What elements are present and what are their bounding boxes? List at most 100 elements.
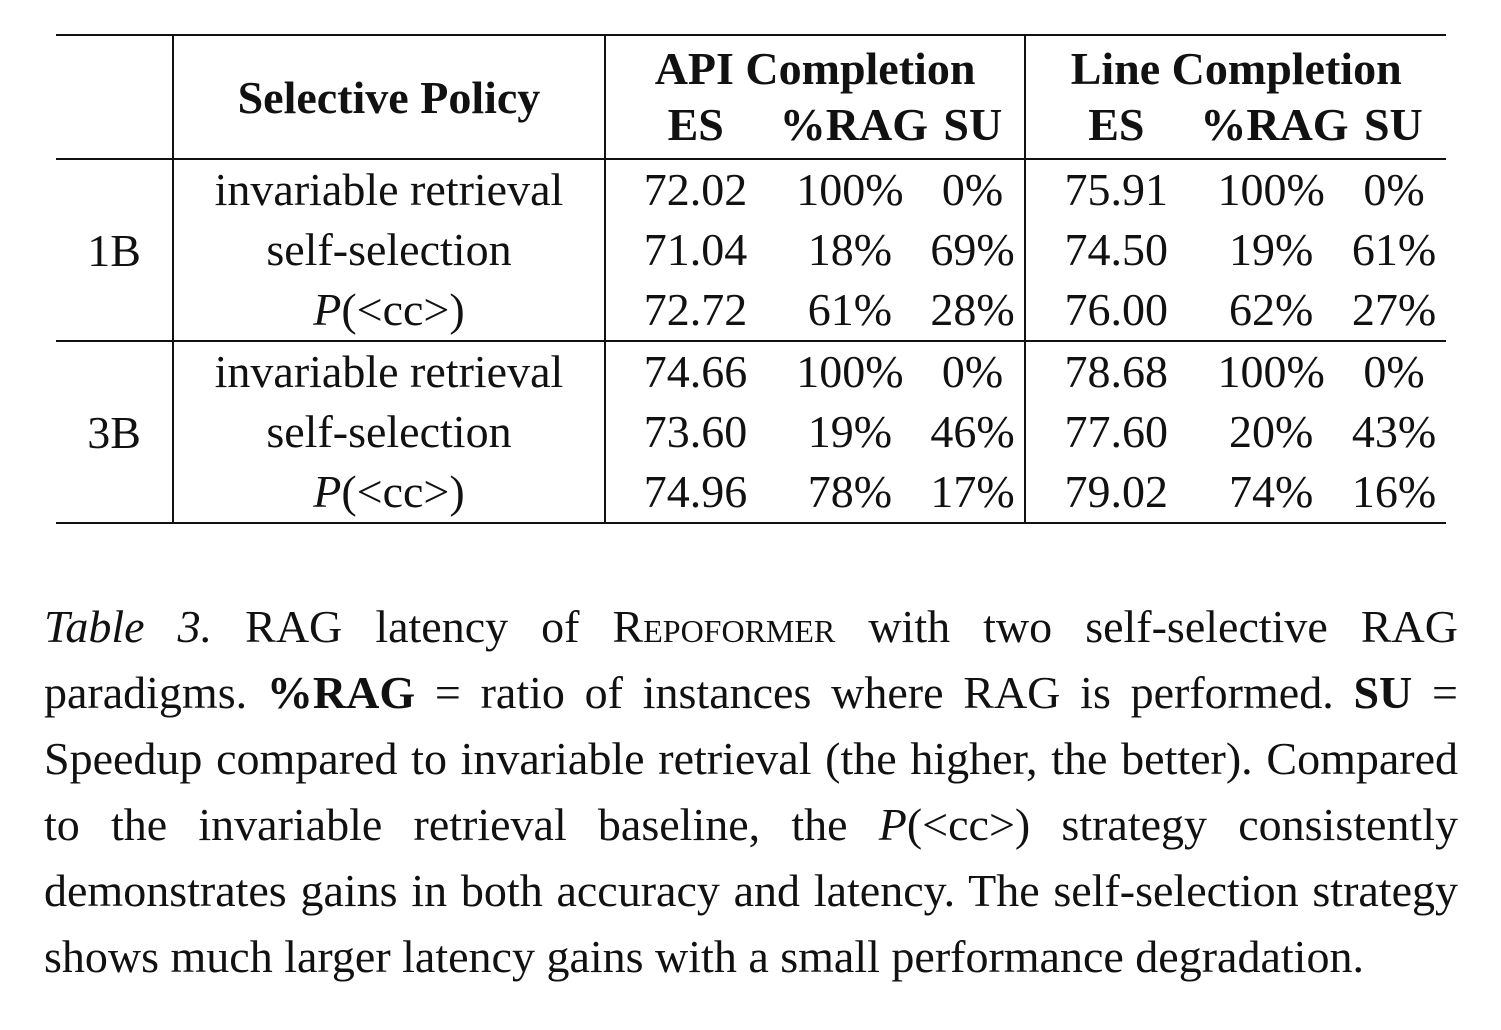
group-title-line: Line Completion (1070, 43, 1402, 94)
table-row: self-selection 73.60 19% 46% 77.60 20% 43% (56, 402, 1446, 462)
line-values: 78.68 100% 0% (1026, 342, 1446, 402)
policy-cell: self-selection (173, 402, 606, 462)
rag-ratio-value: 62% (1228, 284, 1314, 335)
es-value: 71.04 (643, 224, 748, 275)
line-values-cell: 75.91 100% 0% (1025, 158, 1446, 220)
speedup-value: 0% (1363, 346, 1425, 397)
api-values: 71.04 18% 69% (606, 220, 1025, 280)
speedup-value: 17% (930, 466, 1015, 517)
api-values-cell: 74.66 100% 0% (604, 340, 1027, 402)
metrics-header-line: ES %RAG SU (1026, 97, 1446, 157)
line-values-cell: 76.00 62% 27% (1025, 280, 1446, 341)
caption-model-name: Repoformer (612, 601, 836, 652)
policy-cell: P(<cc>) (173, 462, 606, 524)
caption-text: = ratio of instances where RAG is perfor… (415, 667, 1354, 718)
api-values-cell: 72.02 100% 0% (604, 158, 1027, 220)
caption-text: with two self-selective RAG paradigms. (44, 601, 1459, 718)
policy-arg: (<cc>) (341, 466, 465, 517)
header-size-cell (56, 34, 175, 159)
es-value: 73.60 (643, 406, 748, 457)
results-table: Selective Policy API Completion ES %RAG … (56, 34, 1446, 524)
rag-ratio-value: 74% (1228, 466, 1314, 517)
rag-ratio-value: 20% (1228, 406, 1314, 457)
policy-symbol-p: P (313, 466, 342, 517)
metric-su-header: SU (1363, 99, 1423, 150)
es-value: 72.72 (643, 284, 748, 335)
speedup-value: 0% (941, 346, 1004, 397)
table-row: self-selection 71.04 18% 69% 74.50 19% 61% (56, 220, 1446, 280)
line-values-cell: 74.50 19% 61% (1025, 220, 1446, 280)
rag-ratio-value: 100% (796, 164, 904, 215)
es-value: 74.96 (643, 466, 748, 517)
rag-ratio-value: 61% (807, 284, 893, 335)
api-values: 74.96 78% 17% (606, 462, 1025, 522)
policy-cell: invariable retrieval (173, 158, 606, 220)
caption-text: = Speedup compared to invariable retriev… (44, 667, 1458, 850)
metric-rag-header: %RAG (779, 99, 928, 150)
table-row: 1B invariable retrieval 72.02 100% 0% 75.91 10… (56, 158, 1446, 341)
metric-rag-header: %RAG (1200, 99, 1349, 150)
header-line-completion: Line Completion ES %RAG SU (1025, 34, 1446, 159)
api-values-cell: 73.60 19% 46% (604, 402, 1027, 462)
caption-text: RAG latency of (212, 601, 613, 652)
header-selective-policy: Selective Policy (173, 34, 606, 159)
table-header-row: Selective Policy API Completion ES %RAG … (56, 34, 1446, 159)
line-values-cell: 78.68 100% 0% (1025, 340, 1446, 402)
line-values: 76.00 62% 27% (1026, 280, 1446, 340)
es-value: 74.66 (643, 346, 748, 397)
speedup-value: 16% (1351, 466, 1437, 517)
es-value: 72.02 (643, 164, 748, 215)
policy-cell: invariable retrieval (173, 340, 606, 402)
metric-es-header: ES (667, 99, 724, 150)
model-size-cell: 3B (56, 340, 175, 524)
caption-label: Table 3. (44, 601, 213, 652)
policy-cell: self-selection (173, 220, 606, 280)
api-values: 73.60 19% 46% (606, 402, 1025, 462)
rag-ratio-value: 100% (1217, 164, 1325, 215)
api-values-cell: 71.04 18% 69% (604, 220, 1027, 280)
rag-ratio-value: 19% (807, 406, 893, 457)
es-value: 77.60 (1064, 406, 1169, 457)
es-value: 76.00 (1064, 284, 1169, 335)
speedup-value: 27% (1351, 284, 1437, 335)
metric-es-header: ES (1088, 99, 1145, 150)
es-value: 74.50 (1064, 224, 1169, 275)
es-value: 75.91 (1064, 164, 1169, 215)
line-values: 75.91 100% 0% (1026, 160, 1446, 220)
rag-ratio-value: 78% (807, 466, 893, 517)
speedup-value: 28% (930, 284, 1015, 335)
caption-su-term: SU (1353, 667, 1413, 718)
caption-policy-arg: (<cc>) (906, 799, 1031, 850)
speedup-value: 0% (1363, 164, 1425, 215)
api-values: 72.72 61% 28% (606, 280, 1025, 340)
line-values: 77.60 20% 43% (1026, 402, 1446, 462)
api-values-cell: 74.96 78% 17% (604, 462, 1027, 524)
table-caption: Table 3. RAG latency of Repoformer with … (44, 594, 1458, 990)
speedup-value: 43% (1351, 406, 1437, 457)
policy-arg: (<cc>) (341, 284, 465, 335)
header-api-completion: API Completion ES %RAG SU (604, 34, 1027, 159)
speedup-value: 61% (1351, 224, 1437, 275)
rag-ratio-value: 100% (796, 346, 904, 397)
line-values-cell: 79.02 74% 16% (1025, 462, 1446, 524)
speedup-value: 46% (930, 406, 1015, 457)
metrics-header-api: ES %RAG SU (606, 97, 1025, 157)
line-values: 74.50 19% 61% (1026, 220, 1446, 280)
group-title-api: API Completion (654, 43, 976, 94)
rag-ratio-value: 18% (807, 224, 893, 275)
line-values: 79.02 74% 16% (1026, 462, 1446, 522)
line-values-cell: 77.60 20% 43% (1025, 402, 1446, 462)
metric-su-header: SU (943, 99, 1003, 150)
api-values: 74.66 100% 0% (606, 342, 1025, 402)
table-row: 3B invariable retrieval 74.66 100% 0% 78.68 10… (56, 340, 1446, 524)
table-body: 1B invariable retrieval 72.02 100% 0% 75.91 10… (56, 158, 1446, 524)
caption-policy-p: P (878, 799, 907, 850)
speedup-value: 69% (930, 224, 1015, 275)
api-values: 72.02 100% 0% (606, 160, 1025, 220)
model-size-cell: 1B (56, 158, 175, 341)
es-value: 79.02 (1064, 466, 1169, 517)
speedup-value: 0% (941, 164, 1004, 215)
policy-cell: P(<cc>) (173, 280, 606, 341)
caption-rag-term: %RAG (266, 667, 416, 718)
table-row: P(<cc>) 72.72 61% 28% 76.00 62% 27% (56, 280, 1446, 341)
